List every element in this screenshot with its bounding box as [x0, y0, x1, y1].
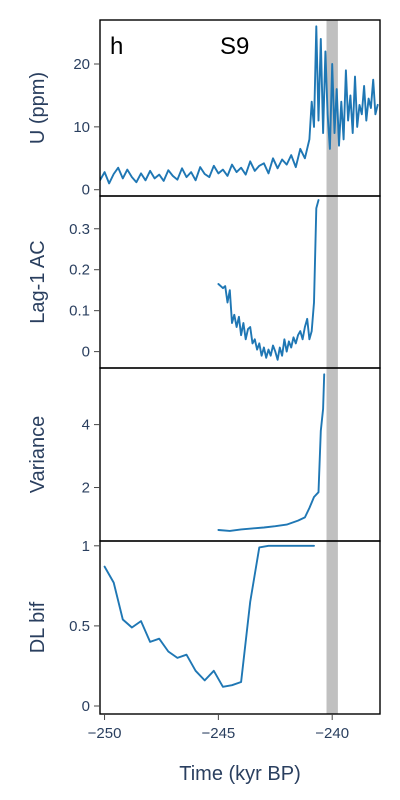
y-tick-label: 0.2: [69, 262, 90, 279]
y-tick-label: 0.1: [69, 303, 90, 320]
panel-letter: h: [110, 33, 123, 60]
y-tick-label: 4: [82, 417, 90, 434]
y-tick-label: 10: [73, 119, 90, 136]
y-tick-label: 0: [82, 182, 90, 199]
panel-dlbif: 0 0.5 1 DL bif: [27, 538, 381, 715]
y-axis-title-dlbif: DL bif: [27, 601, 49, 653]
y-tick-label: 0.5: [69, 618, 90, 635]
y-tick-label: 2: [82, 480, 90, 497]
transition-band: [326, 20, 338, 714]
y-axis-title-uranium: U (ppm): [27, 72, 49, 144]
series-line-variance: [217, 373, 326, 532]
series-line-uranium: [100, 25, 379, 185]
series-line-lag1: [217, 199, 320, 361]
x-tick-label: −250: [88, 725, 122, 742]
y-tick-label: 0.3: [69, 221, 90, 238]
y-axis-title-lag1: Lag-1 AC: [27, 240, 49, 323]
y-tick-label: 1: [82, 538, 90, 555]
y-axis-title-variance: Variance: [27, 416, 49, 493]
y-tick-label: 0: [82, 344, 90, 361]
panel-frame-variance: [99, 367, 381, 542]
x-tick-label: −240: [315, 725, 349, 742]
panel-frame-dlbif: [99, 540, 381, 715]
panel-uranium: 0 10 20 U (ppm): [27, 19, 381, 199]
x-axis-title: Time (kyr BP): [179, 763, 300, 785]
series-line-dlbif: [103, 544, 315, 688]
record-label: S9: [220, 33, 249, 60]
y-tick-label: 20: [73, 56, 90, 73]
y-tick-label: 0: [82, 698, 90, 715]
panel-frame-lag1: [99, 195, 381, 369]
x-tick-label: −245: [201, 725, 235, 742]
